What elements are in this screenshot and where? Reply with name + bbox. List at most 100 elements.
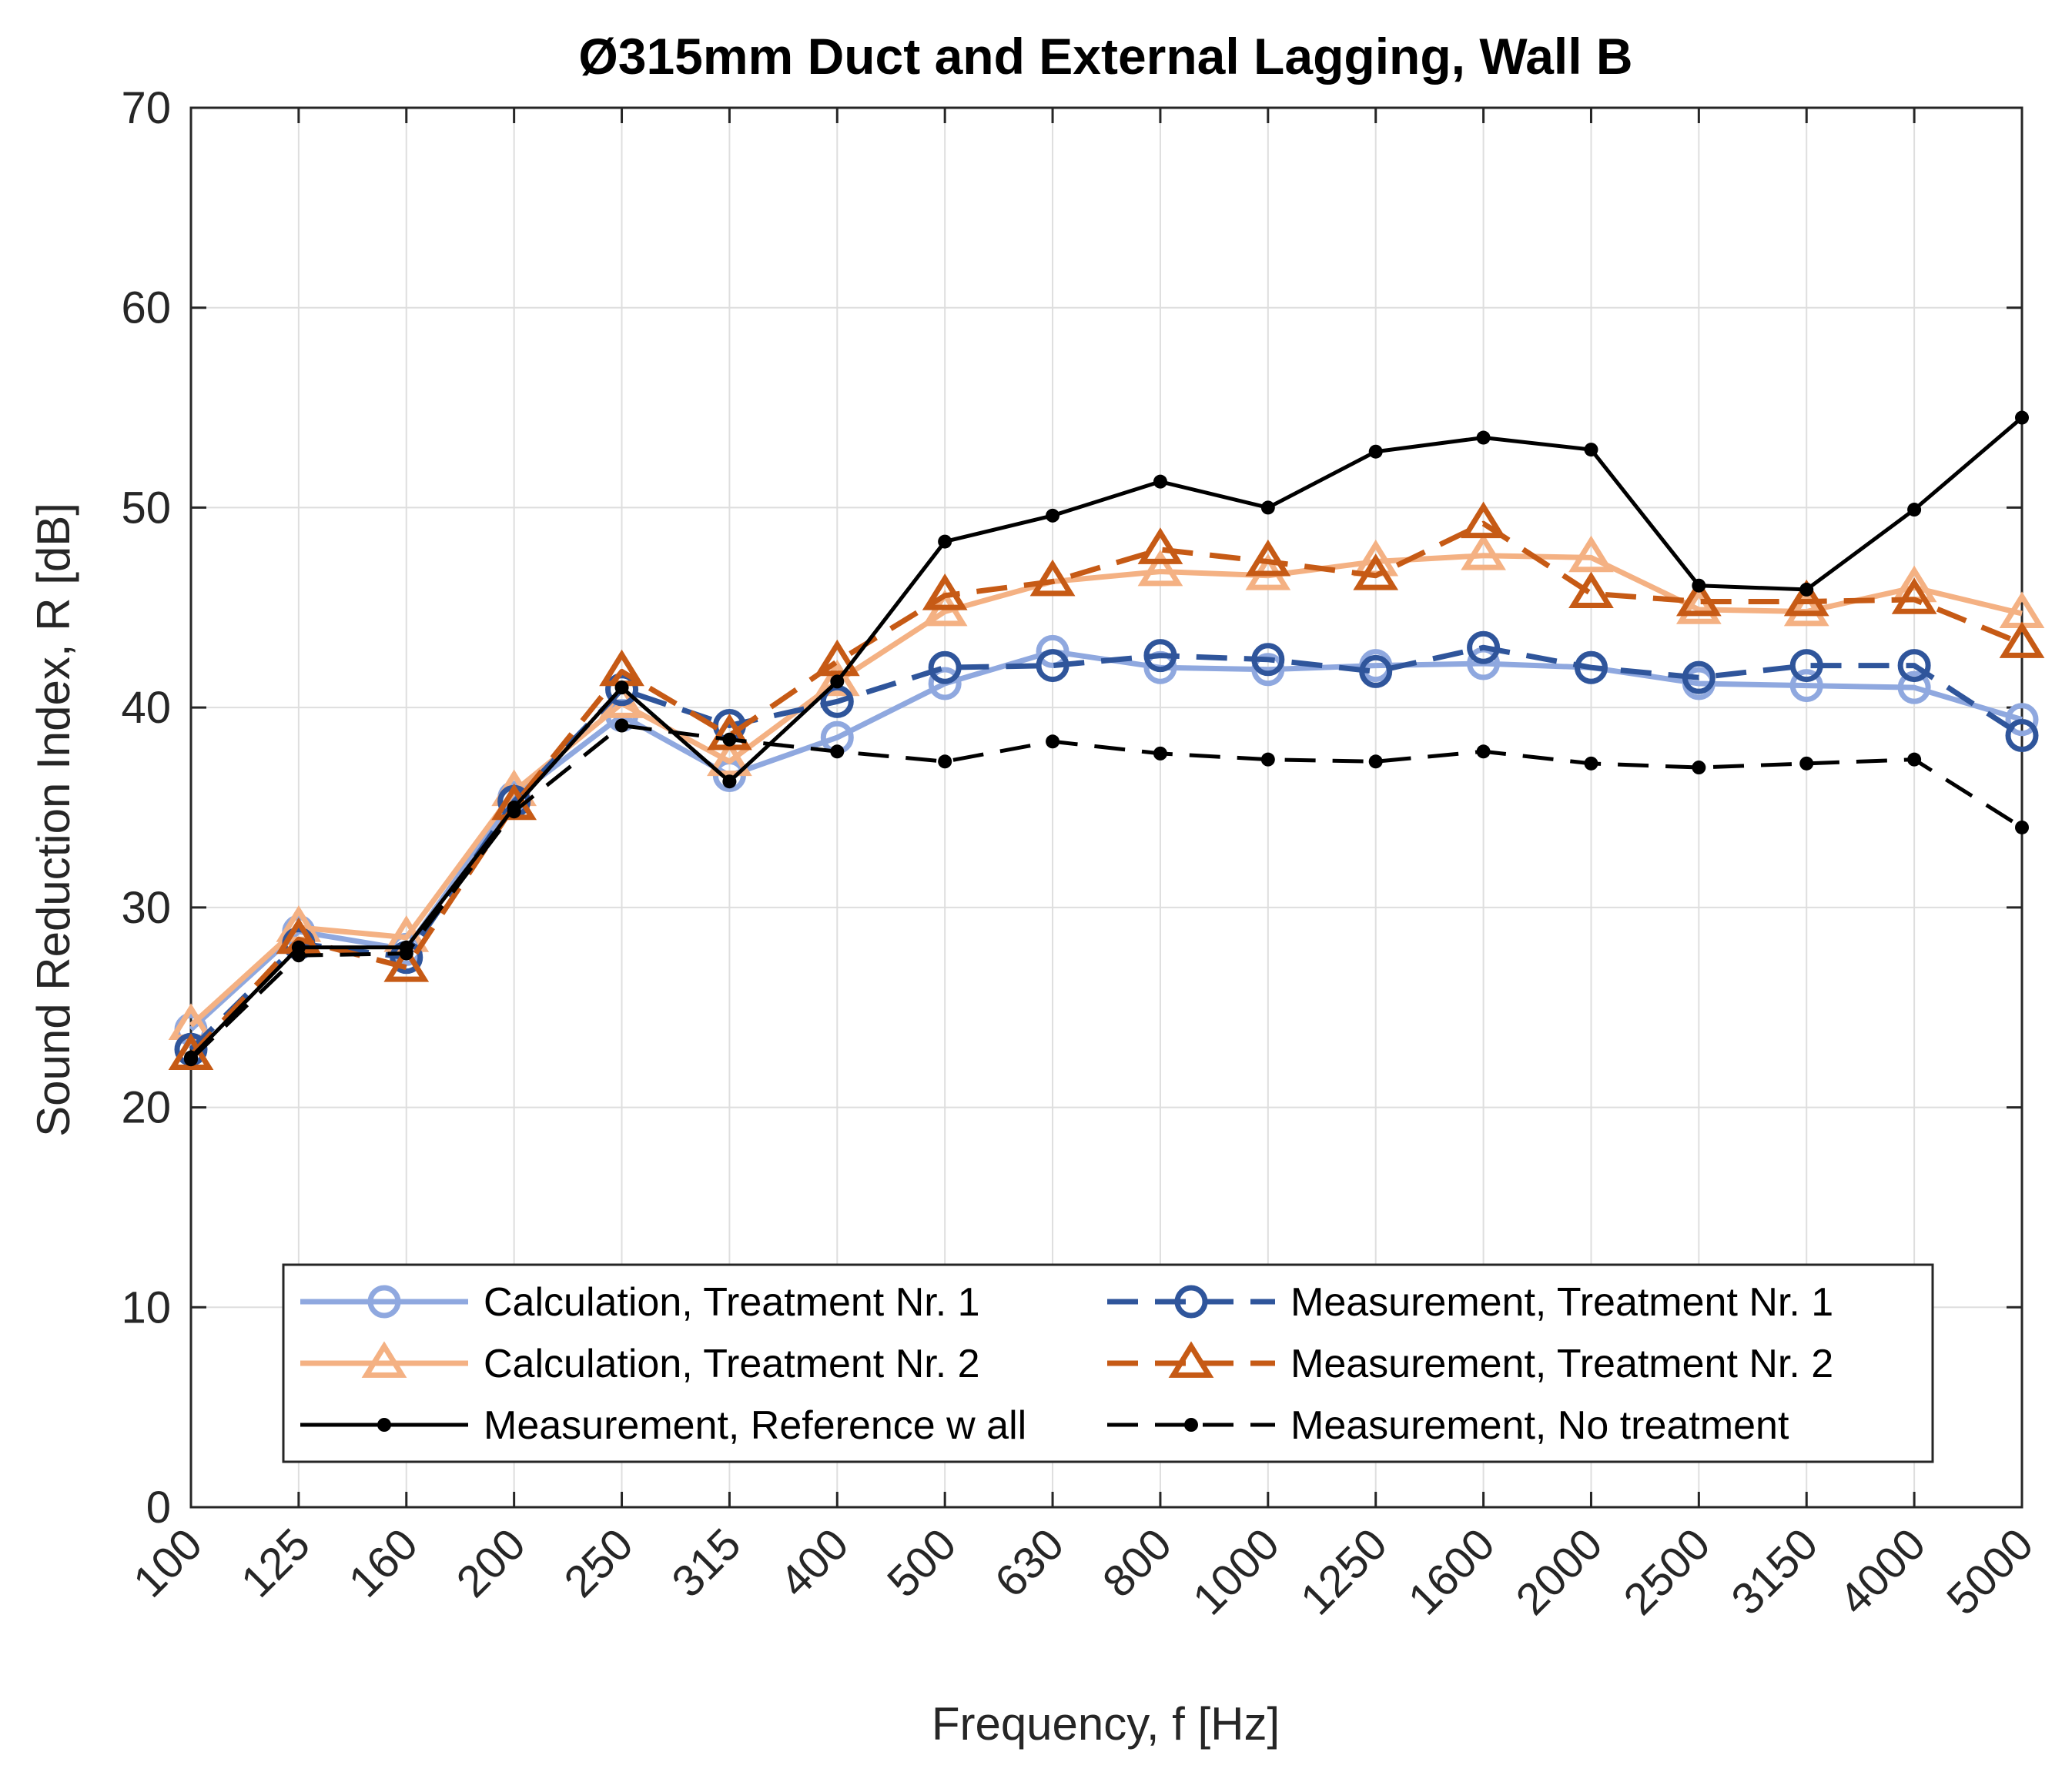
- y-tick-label: 40: [121, 683, 171, 733]
- legend-label: Measurement, Treatment Nr. 1: [1290, 1280, 1833, 1325]
- series-line: [189, 724, 2023, 1062]
- data-point: [1584, 443, 1598, 457]
- data-point: [830, 744, 845, 759]
- data-point: [1783, 579, 1829, 617]
- data-point: [507, 801, 521, 814]
- x-axis-label: Frequency, f [Hz]: [932, 1698, 1280, 1750]
- data-point: [614, 680, 629, 695]
- data-point: [1153, 474, 1167, 489]
- legend-item: Measurement, Treatment Nr. 1: [1107, 1280, 1833, 1325]
- series-line: [189, 644, 2023, 1051]
- data-point: [1476, 430, 1491, 445]
- data-point: [1251, 653, 1285, 687]
- chart-title: Ø315mm Duct and External Lagging, Wall B: [578, 28, 1632, 85]
- legend-item: Measurement, Treatment Nr. 2: [1107, 1341, 1833, 1386]
- data-point: [184, 1050, 198, 1065]
- data-point: [1897, 649, 1931, 683]
- data-point: [1999, 621, 2045, 658]
- data-point: [938, 754, 952, 769]
- data-point: [399, 940, 413, 955]
- data-point: [1137, 549, 1183, 587]
- data-point: [1029, 559, 1076, 597]
- data-point: [1143, 639, 1177, 673]
- data-point: [1675, 579, 1722, 617]
- data-point: [2005, 719, 2039, 753]
- data-point: [1245, 539, 1291, 577]
- data-point: [707, 713, 752, 751]
- data-point: [1692, 578, 1706, 593]
- data-point: [1783, 589, 1829, 627]
- data-point: [1359, 654, 1393, 688]
- legend-label: Measurement, Treatment Nr. 2: [1290, 1342, 1833, 1386]
- data-point: [1461, 533, 1506, 570]
- data-point: [1675, 587, 1722, 624]
- data-point: [1461, 501, 1506, 539]
- data-point: [291, 940, 306, 955]
- legend-marker: [1174, 1285, 1208, 1319]
- data-point: [1353, 553, 1399, 590]
- y-tick-label: 60: [121, 283, 171, 333]
- y-tick-label: 20: [121, 1083, 171, 1133]
- data-point: [1036, 634, 1069, 668]
- series-line: [189, 416, 2023, 1059]
- data-point: [830, 674, 845, 689]
- legend-label: Calculation, Treatment Nr. 1: [484, 1280, 980, 1325]
- data-point: [928, 650, 962, 684]
- data-point: [1692, 761, 1706, 775]
- axes-box: [189, 106, 2023, 1509]
- data-point: [1260, 500, 1275, 515]
- y-tick-label: 50: [121, 483, 171, 533]
- y-tick-label: 0: [146, 1483, 171, 1533]
- legend-marker: [361, 1341, 407, 1378]
- series-measurement-reference-w-all: [184, 410, 2029, 1065]
- legend-item: Measurement, No treatment: [1107, 1403, 1789, 1448]
- data-point: [1789, 669, 1823, 703]
- legend-marker: [1184, 1418, 1198, 1432]
- legend-marker: [377, 1418, 391, 1432]
- data-point: [1907, 503, 1922, 517]
- data-point: [2005, 703, 2039, 737]
- data-point: [1476, 744, 1491, 759]
- data-point: [1799, 756, 1814, 771]
- data-point: [722, 732, 737, 747]
- data-point: [938, 534, 952, 549]
- y-tick-label: 30: [121, 883, 171, 933]
- data-point: [922, 573, 968, 610]
- data-point: [1368, 444, 1383, 459]
- data-point: [814, 639, 860, 677]
- legend-item: Calculation, Treatment Nr. 2: [300, 1341, 980, 1386]
- legend-marker: [367, 1285, 401, 1319]
- data-point: [1137, 527, 1183, 564]
- data-point: [1467, 630, 1501, 664]
- y-axis-label: Sound Reduction Index, R [dB]: [28, 503, 79, 1137]
- data-point: [1368, 754, 1383, 769]
- legend-label: Measurement, Reference w all: [484, 1403, 1026, 1448]
- data-point: [614, 718, 629, 733]
- legend-label: Measurement, No treatment: [1290, 1403, 1789, 1448]
- data-point: [1574, 650, 1608, 684]
- legend-box: [282, 1263, 1934, 1463]
- data-point: [928, 667, 962, 700]
- data-point: [1897, 670, 1931, 704]
- data-point: [722, 774, 737, 789]
- data-point: [1682, 660, 1716, 694]
- y-tick-label: 10: [121, 1282, 171, 1332]
- data-point: [1891, 577, 1937, 614]
- legend-marker: [1168, 1341, 1214, 1378]
- data-point: [1907, 752, 1922, 767]
- data-point: [1260, 752, 1275, 767]
- data-point: [1251, 643, 1285, 677]
- series-measurement-treatment-nr-1: [174, 630, 2039, 1066]
- data-point: [383, 945, 430, 982]
- data-point: [1789, 649, 1823, 683]
- data-point: [707, 739, 752, 777]
- data-point: [1799, 582, 1814, 597]
- data-point: [2015, 820, 2029, 834]
- y-tick-label: 70: [121, 83, 171, 133]
- legend: Calculation, Treatment Nr. 1 Measurement,…: [282, 1263, 1934, 1463]
- data-point: [1584, 756, 1598, 771]
- data-point: [1153, 746, 1167, 761]
- data-point: [814, 659, 860, 697]
